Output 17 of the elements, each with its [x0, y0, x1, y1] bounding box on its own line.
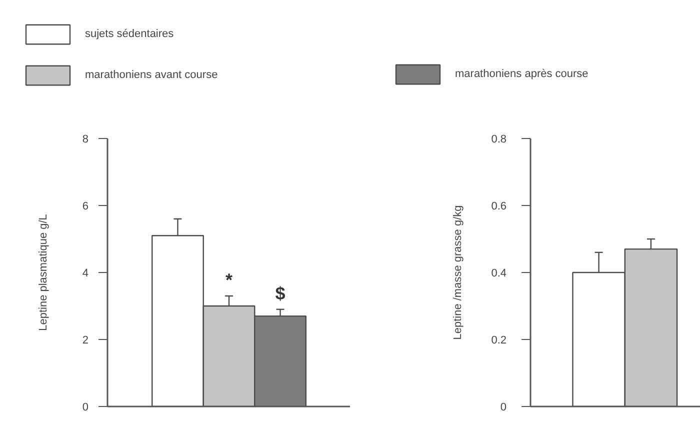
y-axis-title: Leptine plasmatique g/L [37, 214, 50, 331]
y-tick-label: 8 [82, 134, 89, 146]
y-tick-label: 0 [500, 402, 507, 414]
y-tick-label: 4 [82, 268, 89, 280]
y-tick-label: 0.6 [491, 200, 507, 212]
y-tick-label: 6 [82, 200, 89, 212]
annotation: * [226, 270, 233, 290]
annotation: $ [275, 283, 286, 304]
y-tick-label: 2 [82, 334, 89, 346]
legend-label: sujets sédentaires [85, 28, 174, 40]
y-axis-title: Leptine /masse grasse g/kg [452, 205, 464, 340]
y-tick-label: 0.4 [491, 268, 507, 280]
legend-label: marathoniens après course [455, 68, 588, 80]
y-tick-label: 0.2 [491, 334, 507, 346]
y-tick-label: 0.8 [491, 134, 507, 146]
legend-label: marathoniens avant course [85, 69, 218, 81]
y-tick-label: 0 [82, 402, 89, 414]
